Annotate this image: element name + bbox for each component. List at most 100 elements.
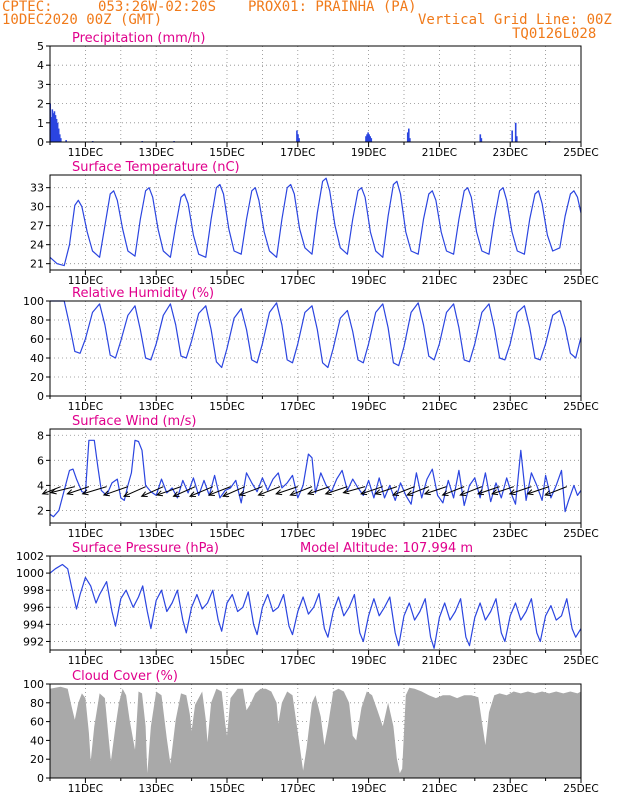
x-tick-label: 11DEC: [68, 783, 103, 795]
temperature-panel: 21 24 27 30 33 11DEC 13DEC 15DEC 17DEC 19DEC 21DEC…: [30, 160, 599, 287]
wind-vector-head: [188, 491, 197, 498]
x-tick-label: 13DEC: [138, 783, 173, 795]
wind-line: [49, 439, 582, 518]
y-tick-label: 5: [37, 40, 44, 53]
wind-vector-head: [66, 489, 74, 496]
wind-vector-head: [441, 490, 449, 497]
precip-bar: [297, 134, 299, 142]
wind-vector-head: [81, 489, 89, 496]
wind-vector-head: [526, 489, 534, 496]
y-tick-label: 3: [37, 78, 44, 91]
y-tick-label: 21: [30, 258, 44, 271]
y-tick-label: 8: [37, 429, 44, 442]
precip-bar: [65, 140, 67, 142]
wind-vector-head: [238, 490, 246, 497]
precip-bar: [53, 111, 56, 142]
y-tick-label: 1000: [16, 567, 44, 580]
x-tick-label: 13DEC: [138, 401, 173, 413]
x-tick-label: 13DEC: [138, 275, 173, 287]
wind-vector: [361, 486, 383, 495]
wind-vector-head: [41, 489, 49, 495]
precip-bar: [408, 128, 410, 142]
precip-bar: [480, 138, 483, 142]
wind-vector-head: [172, 491, 180, 497]
precip-bar: [296, 130, 298, 142]
precip-bar: [367, 132, 369, 142]
wind-vector-head: [544, 490, 552, 497]
x-tick-label: 23DEC: [492, 275, 527, 287]
precip-bar: [56, 122, 59, 142]
x-tick-label: 15DEC: [209, 783, 244, 795]
precip-bar: [50, 117, 53, 142]
x-tick-label: 23DEC: [492, 655, 527, 667]
x-tick-label: 11DEC: [68, 528, 103, 540]
y-tick-label: 994: [23, 618, 44, 631]
wind-vector: [258, 486, 281, 496]
precip-bar: [515, 136, 518, 142]
x-tick-label: 17DEC: [280, 275, 315, 287]
x-tick-label: 17DEC: [280, 655, 315, 667]
wind-vector-head: [476, 489, 484, 496]
x-tick-label: 13DEC: [138, 528, 173, 540]
x-tick-label: 17DEC: [280, 783, 315, 795]
precip-bar: [369, 136, 372, 142]
y-tick-label: 60: [30, 333, 44, 346]
wind-vector: [527, 486, 550, 495]
header-station: PROX01: PRAINHA (PA): [248, 0, 417, 15]
cloud-cover-area: [50, 686, 581, 778]
y-tick-label: 992: [23, 635, 44, 648]
precip-bar: [57, 128, 60, 142]
x-tick-label: 21DEC: [422, 528, 457, 540]
wind-vector: [123, 486, 146, 497]
wind-vector: [424, 486, 447, 495]
y-tick-label: 1002: [16, 550, 44, 563]
precip-bar: [55, 118, 58, 142]
x-tick-label: 17DEC: [280, 147, 315, 159]
wind-vector: [67, 486, 90, 495]
y-tick-label: 100: [23, 295, 44, 308]
y-tick-label: 2: [37, 504, 44, 517]
wind-vector: [307, 486, 330, 495]
precip-bar: [514, 122, 517, 142]
header-grid-note: Vertical Grid Line: 00Z: [418, 12, 612, 28]
wind-vector-head: [406, 490, 414, 497]
x-tick-label: 25DEC: [563, 528, 598, 540]
wind-vector-head: [491, 489, 499, 496]
wind-vector: [141, 486, 164, 497]
model-altitude: Model Altitude: 107.994 m: [300, 541, 473, 556]
plot-frame: [49, 683, 582, 779]
pressure-title: Surface Pressure (hPa): [72, 541, 219, 556]
x-tick-label: 21DEC: [422, 147, 457, 159]
plot-frame: [49, 174, 582, 271]
wind-vector-head: [155, 490, 163, 497]
x-tick-label: 11DEC: [68, 401, 103, 413]
precipitation-panel: 0 1 2 3 4 5 11DEC 13DEC 15DEC 17DEC 19DEC 21DEC 23DE…: [37, 31, 599, 159]
humidity-line: [50, 300, 582, 369]
x-tick-label: 13DEC: [138, 655, 173, 667]
x-tick-label: 15DEC: [209, 401, 244, 413]
temperature-title: Surface Temperature (nC): [72, 160, 240, 175]
cloud-panel: 0 20 40 60 80 100 11DEC 13DEC 15DEC 17DEC 19DEC 21D…: [23, 669, 599, 795]
wind-vector-head: [102, 490, 110, 497]
header-code: TQ0126L028: [512, 26, 597, 42]
y-tick-label: 100: [23, 678, 44, 691]
precip-bar: [370, 138, 373, 142]
x-tick-label: 13DEC: [138, 147, 173, 159]
plot-frame: [49, 300, 582, 397]
plot-frame: [49, 45, 582, 143]
wind-vector: [239, 486, 263, 496]
pressure-panel: 992 994 996 998 1000 1002 11DEC 13DEC 15DEC 17DEC…: [16, 541, 599, 667]
y-tick-label: 20: [30, 371, 44, 384]
wind-vector-head: [360, 489, 368, 496]
y-tick-label: 4: [37, 479, 44, 492]
header-agency: CPTEC:: [2, 0, 53, 15]
wind-vector: [103, 486, 129, 496]
y-tick-label: 4: [37, 59, 44, 72]
y-tick-label: 40: [30, 352, 44, 365]
wind-vector: [375, 486, 398, 495]
wind-title: Surface Wind (m/s): [72, 414, 196, 429]
y-tick-label: 996: [23, 601, 44, 614]
plot-frame: [49, 555, 582, 651]
wind-vector-head: [275, 489, 283, 496]
y-tick-label: 24: [30, 239, 44, 252]
